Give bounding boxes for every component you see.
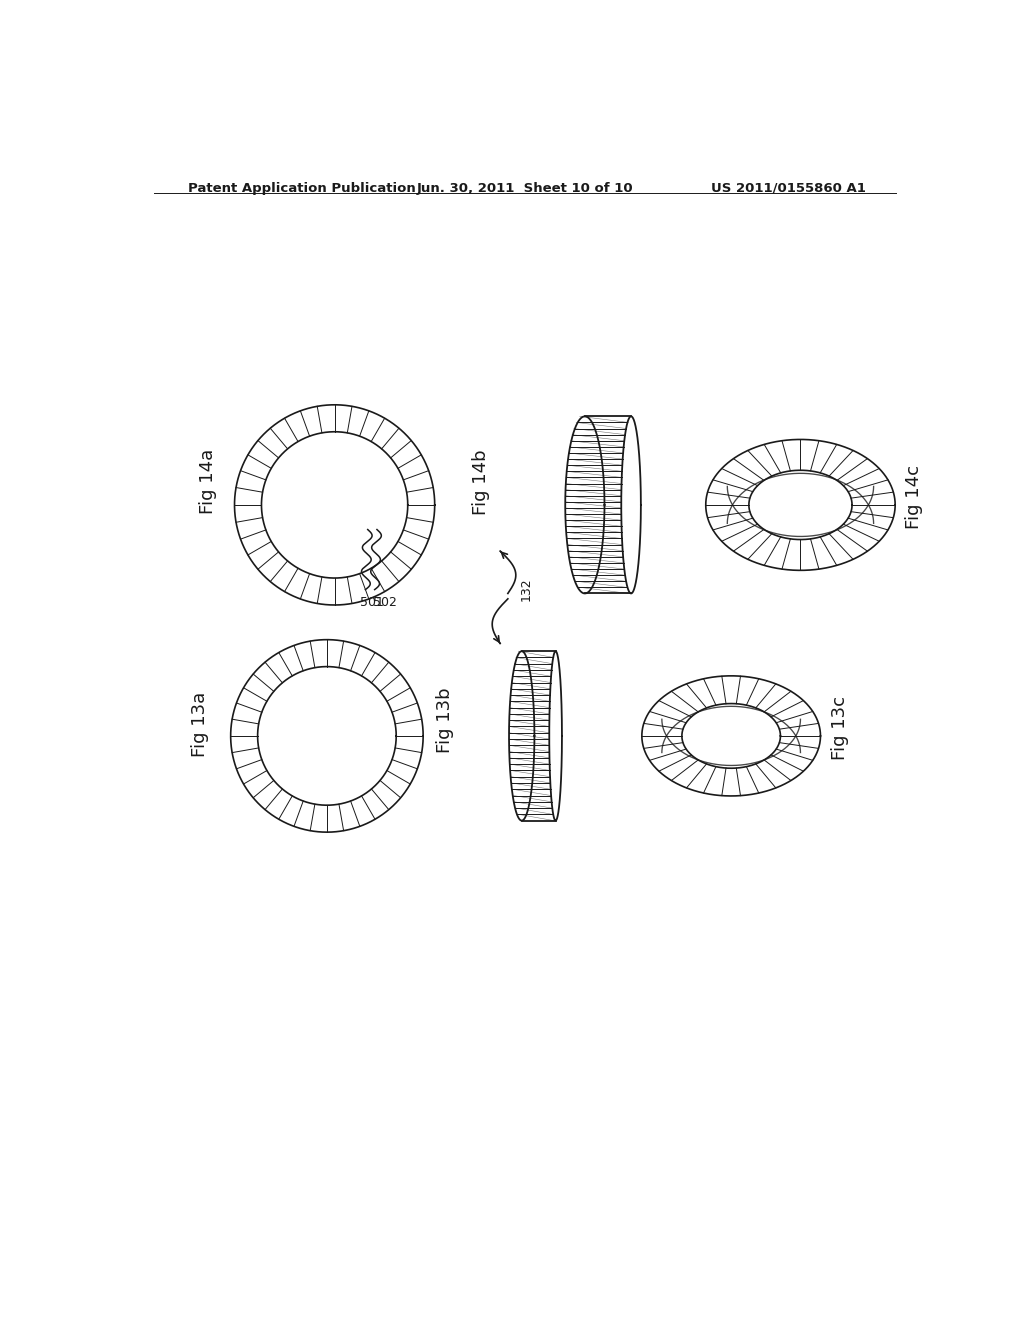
Text: 502: 502: [373, 595, 397, 609]
Text: Fig 14c: Fig 14c: [905, 465, 924, 529]
Text: Fig 13b: Fig 13b: [436, 688, 454, 754]
Text: Fig 13a: Fig 13a: [190, 692, 209, 756]
Text: Patent Application Publication: Patent Application Publication: [188, 182, 416, 194]
Text: Fig 13c: Fig 13c: [830, 696, 849, 760]
Text: Fig 14b: Fig 14b: [472, 449, 489, 515]
Text: 132: 132: [519, 578, 532, 602]
Text: Jun. 30, 2011  Sheet 10 of 10: Jun. 30, 2011 Sheet 10 of 10: [417, 182, 633, 194]
Text: 501: 501: [360, 595, 384, 609]
Text: Fig 14a: Fig 14a: [199, 449, 216, 515]
Text: US 2011/0155860 A1: US 2011/0155860 A1: [711, 182, 866, 194]
